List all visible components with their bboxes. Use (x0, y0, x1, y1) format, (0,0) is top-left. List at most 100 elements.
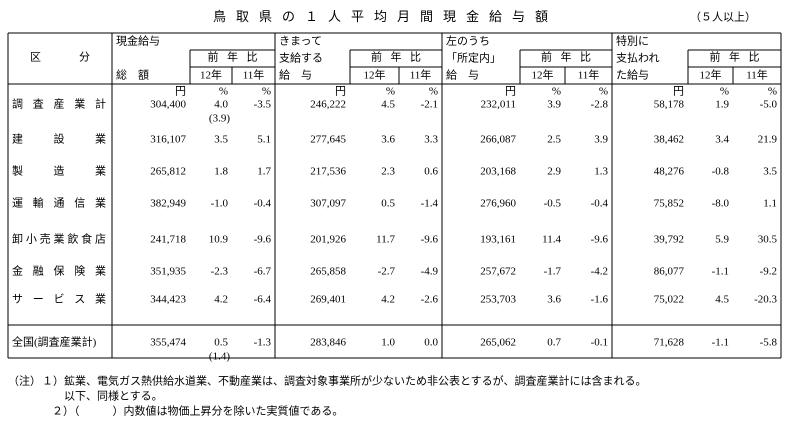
unit: 円 (505, 86, 516, 98)
cell: 1.0 (381, 337, 395, 349)
cell: 1.8 (214, 166, 228, 178)
cell: 75,022 (654, 294, 684, 306)
cell: -1.3 (254, 337, 272, 349)
cell: 304,400 (150, 99, 186, 111)
cell: 38,462 (654, 134, 684, 146)
cell: 257,672 (480, 266, 516, 278)
cell: 3.6 (381, 134, 395, 146)
row-label: 金融保険業 (12, 264, 106, 278)
cell: -2.7 (378, 266, 396, 278)
cell: 86,077 (654, 266, 685, 278)
cell: 0.5 (214, 337, 228, 349)
cell: 265,062 (480, 337, 516, 349)
cell: 201,926 (310, 234, 346, 246)
cell: 5.1 (257, 134, 271, 146)
cell: -3.5 (254, 99, 272, 111)
cell: 4.0 (214, 99, 228, 111)
cell: 3.5 (763, 166, 777, 178)
cell: 4.5 (715, 294, 729, 306)
year-header: 11年 (578, 68, 600, 82)
unit: % (552, 86, 561, 98)
cell: 2.9 (547, 166, 561, 178)
group-header-line: 「所定内」 (446, 51, 501, 65)
ratio-header: 前年比 (371, 50, 421, 64)
row-label: 全国(調査産業計) (12, 335, 97, 349)
unit: 円 (673, 86, 684, 98)
cell: -0.5 (544, 198, 562, 210)
cell: -1.4 (421, 198, 439, 210)
cell: -8.0 (712, 198, 730, 210)
year-header: 12年 (532, 68, 554, 82)
group-header-line: 左のうち (446, 35, 490, 48)
ratio-header: 前年比 (710, 50, 760, 64)
cell: 3.6 (547, 294, 561, 306)
group-header-line: 現金給与 (116, 34, 160, 48)
cell: -2.8 (591, 99, 609, 111)
cell: -2.6 (421, 294, 439, 306)
row-label: 調査産業計 (12, 97, 106, 111)
year-header: 12年 (200, 68, 222, 82)
cell: 0.7 (547, 337, 561, 349)
unit: % (720, 86, 729, 98)
cell: 48,276 (654, 166, 685, 178)
cell: 0.6 (424, 166, 438, 178)
title: 鳥取県の１人平均月間現金給与額 (213, 9, 548, 24)
cell: -5.8 (760, 337, 778, 349)
category-header: 区 分 (30, 51, 90, 64)
cell: 277,645 (310, 134, 346, 146)
group-header-line: た給与 (616, 68, 649, 82)
unit: % (429, 86, 438, 98)
cell: -4.2 (591, 266, 608, 278)
row-label: サービス業 (12, 293, 106, 306)
cell: 253,703 (480, 294, 516, 306)
unit: 円 (335, 86, 346, 98)
cell: 75,852 (654, 198, 684, 210)
cell: 3.3 (424, 134, 438, 146)
cell: 5.9 (715, 234, 729, 246)
unit: 円 (175, 86, 186, 98)
ratio-header: 前年比 (208, 50, 258, 64)
unit: % (768, 86, 777, 98)
cell: 1.9 (715, 99, 729, 111)
cell: -2.3 (211, 266, 229, 278)
real-value: (3.9) (209, 113, 230, 125)
note-line: ２）（ ）内数値は物価上昇分を除いた実質値である。 (52, 404, 343, 418)
cell: 351,935 (150, 266, 186, 278)
cell: -0.4 (591, 198, 609, 210)
cell: 2.5 (547, 134, 561, 146)
year-header: 11年 (243, 68, 265, 82)
cell: 241,718 (150, 234, 186, 246)
cell: -0.1 (591, 337, 608, 349)
cell: -4.9 (421, 266, 439, 278)
cell: 265,858 (310, 266, 346, 278)
row-label: 製造業 (12, 164, 106, 178)
real-value: (1.4) (209, 351, 230, 363)
cell: -9.6 (591, 234, 609, 246)
cell: 2.3 (381, 166, 395, 178)
cell: 307,097 (310, 198, 346, 210)
unit: % (599, 86, 608, 98)
cell: -1.0 (211, 198, 229, 210)
cell: -2.1 (421, 99, 438, 111)
group-header-line: 給 与 (446, 68, 479, 82)
cell: 3.9 (594, 134, 608, 146)
note-line: １）鉱業、電気ガス熱供給水道業、不動産業は、調査対象事業所が少ないため非公表とす… (42, 374, 646, 388)
group-header-line: 総 額 (116, 68, 149, 82)
cell: 276,960 (480, 198, 516, 210)
cell: 11.7 (376, 234, 395, 246)
unit: % (386, 86, 395, 98)
cell: -0.8 (712, 166, 730, 178)
cell: 283,846 (310, 337, 346, 349)
cell: 382,949 (150, 198, 186, 210)
cell: 3.9 (547, 99, 561, 111)
year-header: 12年 (364, 68, 386, 82)
group-header-line: 特別に (616, 34, 649, 48)
ratio-header: 前年比 (541, 50, 591, 64)
cell: -5.0 (760, 99, 778, 111)
cell: 71,628 (654, 337, 685, 349)
unit: % (219, 86, 228, 98)
cell: -0.4 (254, 198, 272, 210)
note-line: 以下、同様とする。 (64, 389, 163, 403)
cell: 269,401 (310, 294, 346, 306)
cell: -1.1 (712, 266, 729, 278)
